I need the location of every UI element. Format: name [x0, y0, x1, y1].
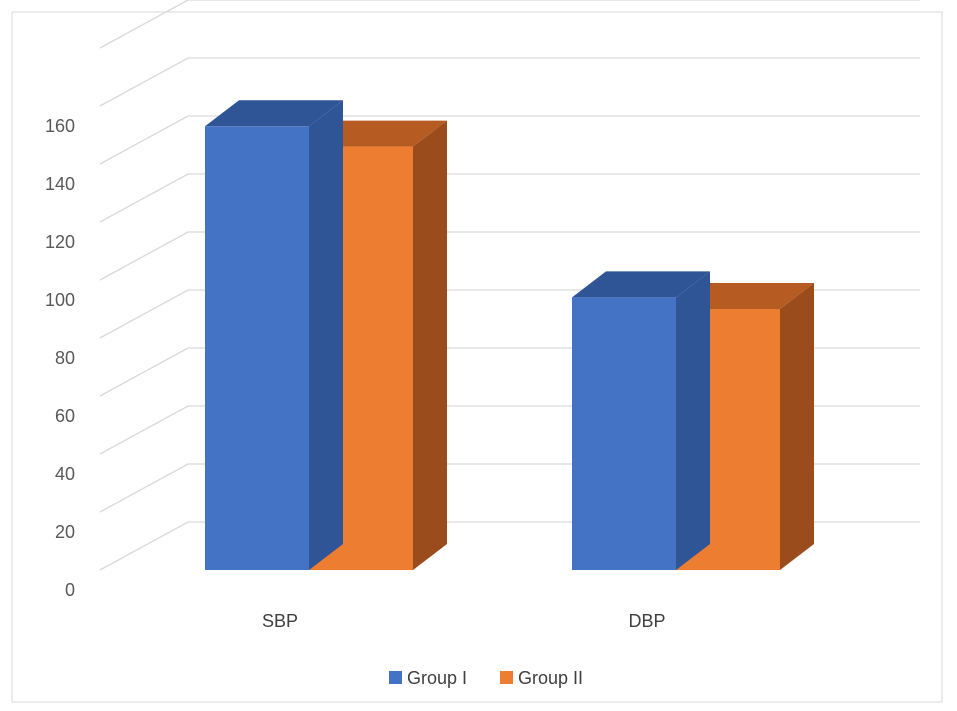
y-tick-label: 40	[55, 464, 75, 484]
y-tick-label: 80	[55, 348, 75, 368]
y-tick-label: 20	[55, 522, 75, 542]
x-category-label: DBP	[628, 611, 665, 631]
gridline	[99, 173, 920, 223]
bars	[205, 100, 814, 571]
y-tick-label: 60	[55, 406, 75, 426]
bar-top	[676, 283, 814, 309]
y-tick-label: 140	[45, 174, 75, 194]
gridline	[99, 115, 920, 165]
y-tick-label: 100	[45, 290, 75, 310]
bar-top	[205, 100, 343, 127]
y-axis-ticks: 0 20 40 60 80 100 120 140 160	[45, 116, 75, 600]
bar-top	[309, 120, 447, 147]
x-category-label: SBP	[262, 611, 298, 631]
gridline	[99, 231, 920, 281]
legend-label: Group II	[518, 668, 583, 688]
y-tick-label: 120	[45, 232, 75, 252]
bar-top	[572, 271, 710, 298]
gridline	[99, 57, 920, 107]
y-tick-label: 160	[45, 116, 75, 136]
legend-swatch	[389, 671, 402, 684]
legend: Group I Group II	[389, 668, 583, 688]
y-tick-label: 0	[65, 580, 75, 600]
bar	[205, 126, 309, 571]
gridline	[99, 0, 920, 49]
bar-side	[413, 120, 447, 570]
legend-swatch	[500, 671, 513, 684]
bar-side	[676, 271, 710, 570]
legend-label: Group I	[407, 668, 467, 688]
bar-side	[309, 100, 343, 571]
bar	[572, 297, 676, 570]
x-axis-categories: SBP DBP	[262, 611, 666, 631]
bar-side	[780, 283, 814, 570]
